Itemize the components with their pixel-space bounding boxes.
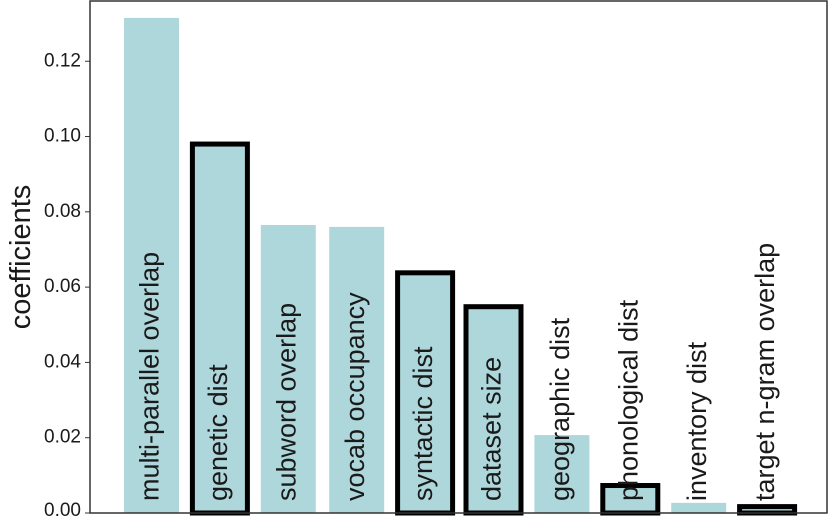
bar-phonological-dist bbox=[600, 483, 661, 516]
bar-inventory-dist bbox=[671, 502, 727, 513]
y-tick-label: 0.04 bbox=[44, 351, 81, 372]
y-axis: 0.00 0.02 0.04 0.06 0.08 0.10 0.12 bbox=[44, 50, 90, 518]
bar-label: dataset size bbox=[477, 357, 507, 501]
bar-geographic-dist bbox=[534, 435, 590, 513]
bar-labels-layer: multi-parallel overlap genetic dist subwor… bbox=[135, 243, 781, 501]
bar-multi-parallel-overlap bbox=[124, 17, 179, 514]
bar-label: genetic dist bbox=[203, 364, 233, 501]
y-axis-title: coefficients bbox=[5, 185, 37, 330]
y-tick-label: 0.10 bbox=[44, 126, 81, 147]
bars-layer bbox=[124, 17, 798, 516]
y-tick-label: 0.12 bbox=[44, 50, 81, 71]
bar-genetic-dist bbox=[189, 141, 250, 516]
bar-label: vocab occupancy bbox=[340, 292, 370, 501]
bar-label: multi-parallel overlap bbox=[135, 252, 165, 501]
bar-target-n-gram-overlap bbox=[737, 504, 798, 516]
bar-label: geographic dist bbox=[545, 317, 575, 501]
bar-subword-overlap bbox=[260, 225, 316, 513]
y-tick-label: 0.00 bbox=[44, 500, 81, 518]
bar-label: target n-gram overlap bbox=[750, 243, 780, 501]
plot-frame bbox=[89, 0, 828, 514]
bar-label: phonological dist bbox=[613, 299, 643, 501]
y-tick-label: 0.08 bbox=[44, 201, 81, 222]
y-tick-label: 0.02 bbox=[44, 427, 81, 448]
bar-vocab-occupancy bbox=[329, 226, 385, 513]
bar-label: syntactic dist bbox=[408, 346, 438, 501]
bar-label: subword overlap bbox=[271, 303, 301, 501]
bar-label: inventory dist bbox=[682, 341, 712, 501]
y-tick-label: 0.06 bbox=[44, 276, 81, 297]
